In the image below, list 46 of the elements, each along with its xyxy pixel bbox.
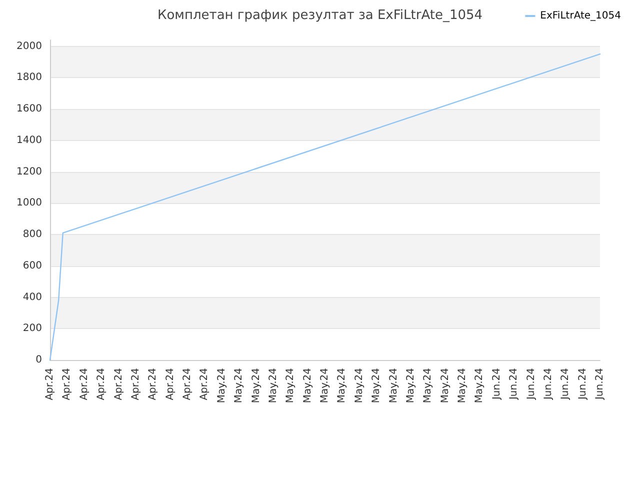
x-tick-label: May.24 [336,368,348,404]
x-tick-label: Jun.24 [491,368,502,401]
x-tick-label: May.24 [216,368,228,404]
y-tick-label: 1400 [16,134,42,146]
x-tick-label: Jun.24 [526,368,537,401]
x-tick-label: Apr.24 [96,368,108,400]
x-tick-label: May.24 [457,368,468,404]
chart-title: Комплетан график резултат за ExFiLtrAte_1054 [157,8,483,23]
x-tick-label: May.24 [405,368,416,404]
y-tick-label: 2000 [16,40,42,52]
x-tick-label: May.24 [388,368,400,404]
y-tick-label: 600 [22,260,42,272]
x-tick-label: Jun.24 [577,368,588,401]
x-tick-label: May.24 [440,368,451,404]
x-tick-label: May.24 [371,368,382,404]
y-tick-label: 1200 [16,166,42,178]
x-tick-label: May.24 [354,368,365,404]
x-tick-label: May.24 [422,368,434,404]
y-tick-label: 400 [22,292,42,303]
x-tick-label: May.24 [474,368,486,404]
x-tick-label: Apr.24 [164,368,176,400]
x-tick-label: Apr.24 [182,368,193,400]
y-tick-label: 1000 [16,198,42,209]
x-tick-label: Jun.24 [560,368,572,401]
x-tick-label: May.24 [268,368,279,404]
y-tick-label: 1600 [16,104,42,115]
x-tick-label: May.24 [302,368,314,404]
y-tick-label: 800 [22,229,42,240]
x-tick-label: Apr.24 [113,368,124,400]
y-tick-label: 1800 [16,72,42,84]
y-tick-label: 200 [22,323,42,334]
y-tick-label: 0 [36,354,42,366]
x-tick-label: May.24 [250,368,262,404]
x-tick-label: May.24 [285,368,296,404]
x-tick-label: May.24 [234,368,245,404]
x-tick-label: Apr.24 [148,368,159,400]
x-tick-label: Apr.24 [44,368,56,400]
legend-label: ExFiLtrAte_1054 [540,10,622,22]
x-tick-label: Apr.24 [78,368,90,400]
x-tick-label: Jun.24 [594,368,606,401]
x-tick-label: Jun.24 [542,368,554,401]
x-tick-label: Apr.24 [130,368,142,400]
x-tick-label: Apr.24 [62,368,73,400]
x-tick-label: Jun.24 [508,368,520,401]
x-tick-label: May.24 [320,368,330,404]
x-tick-label: Apr.24 [199,368,210,400]
